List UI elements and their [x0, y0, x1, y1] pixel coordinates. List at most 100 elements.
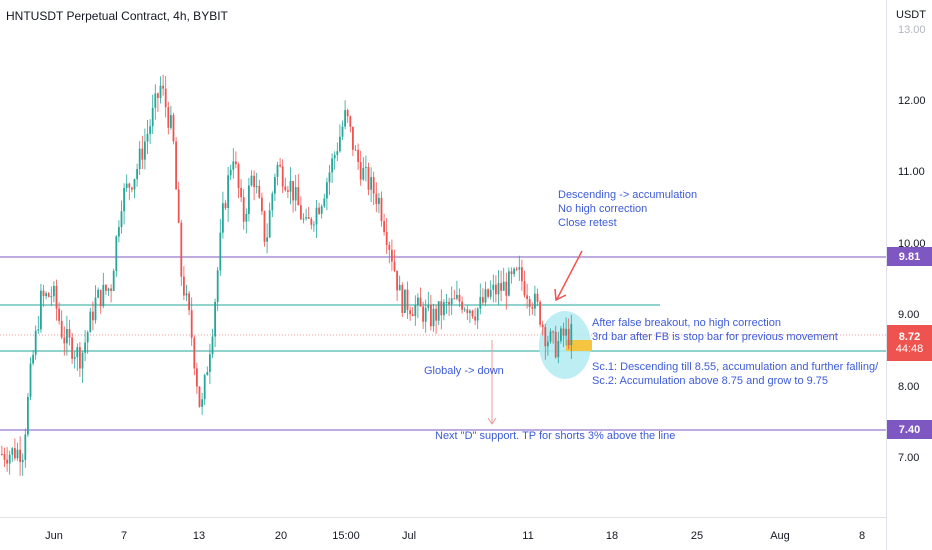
candle-body: [409, 310, 411, 315]
candle-body: [94, 297, 97, 321]
candle-body: [37, 329, 40, 331]
candle-body: [105, 284, 107, 291]
candle-body: [359, 161, 362, 180]
candle-body: [482, 297, 484, 303]
candle-body: [422, 306, 424, 322]
candle-body: [131, 187, 133, 190]
candle-body: [305, 217, 307, 219]
candle-body: [552, 331, 554, 333]
candle-body: [362, 168, 365, 180]
candle-body: [565, 328, 567, 336]
candle-body: [310, 218, 313, 225]
candle-body: [487, 289, 489, 297]
candle-body: [211, 336, 214, 355]
candle-body: [331, 158, 333, 173]
candle-body: [250, 175, 253, 186]
candle-body: [539, 301, 541, 325]
candle-body: [167, 107, 170, 128]
candle-body: [45, 293, 47, 297]
candle-body: [227, 175, 229, 209]
candle-body: [193, 337, 196, 369]
candle-body: [159, 85, 162, 98]
x-tick-label: 20: [275, 530, 287, 542]
candle-body: [479, 297, 482, 309]
y-tick-label: 11.00: [898, 166, 925, 178]
candle-body: [320, 206, 323, 214]
candle-body: [547, 341, 549, 347]
x-tick-label: 7: [121, 530, 127, 542]
candle-body: [157, 93, 159, 98]
candle-body: [190, 310, 193, 338]
candle-body: [404, 289, 406, 313]
candle-body: [120, 211, 123, 228]
candle-body: [417, 297, 419, 306]
candle-body: [453, 298, 456, 300]
candle-body: [154, 93, 157, 108]
candle-body: [541, 324, 544, 328]
y-tick-label: 13.00: [898, 24, 926, 36]
candle-body: [66, 328, 68, 344]
candle-body: [432, 308, 435, 327]
candle-body: [164, 88, 167, 108]
candle-body: [172, 115, 175, 142]
candle-body: [201, 399, 203, 407]
candle-body: [118, 227, 120, 237]
note-scenarios: Sc.1: Descending till 8.55, accumulation…: [592, 361, 879, 387]
last-price-value: 8.72: [898, 331, 921, 343]
candle-body: [534, 293, 536, 309]
candle-body: [526, 295, 528, 300]
candle-body: [284, 186, 287, 191]
candle-body: [240, 187, 242, 198]
candle-body: [71, 337, 73, 359]
candle-body: [58, 308, 60, 321]
candle-body: [115, 236, 118, 271]
candle-body: [570, 323, 573, 346]
candle-body: [3, 454, 6, 460]
candle-body: [216, 270, 219, 302]
candle-body: [435, 308, 437, 321]
candle-body: [279, 164, 281, 167]
candle-body: [357, 149, 359, 162]
candle-body: [430, 304, 432, 327]
candle-body: [1, 453, 3, 455]
candle-body: [196, 368, 198, 387]
candle-body: [183, 276, 185, 296]
candle-body: [297, 187, 300, 206]
x-axis-ticks: Jun 7 13 20 15:00 Jul 11 18 25 Aug 8: [45, 530, 865, 542]
candle-body: [515, 268, 518, 270]
candle-body: [521, 267, 523, 282]
candle-body: [16, 449, 19, 459]
candle-body: [81, 352, 84, 369]
candle-body: [336, 151, 339, 155]
candle-body: [263, 211, 266, 242]
highlight-ellipse: [539, 311, 591, 379]
level-label-7-40: 7.40: [887, 420, 932, 439]
candle-body: [385, 232, 388, 246]
candle-body: [149, 126, 151, 134]
candle-body: [102, 284, 105, 307]
level-label-9-81: 9.81: [887, 247, 932, 266]
candle-body: [326, 182, 328, 199]
currency-label: USDT: [896, 9, 926, 21]
candle-body: [370, 177, 372, 190]
candle-body: [411, 314, 414, 317]
x-tick-label: 25: [691, 530, 703, 542]
note-globaly-down: Globaly -> down: [424, 365, 504, 377]
candle-body: [245, 213, 248, 222]
candle-body: [53, 285, 55, 297]
candle-body: [549, 331, 552, 342]
yellow-zone: [566, 340, 592, 351]
candle-body: [99, 289, 102, 307]
candle-body: [554, 331, 557, 358]
candle-body: [339, 136, 341, 152]
candle-body: [146, 133, 149, 142]
candle-body: [427, 304, 430, 308]
candle-body: [505, 281, 508, 296]
candle-body: [162, 85, 164, 89]
x-tick-label: 18: [606, 530, 618, 542]
candle-body: [110, 288, 112, 291]
candle-body: [544, 327, 547, 347]
candle-body: [456, 294, 458, 299]
